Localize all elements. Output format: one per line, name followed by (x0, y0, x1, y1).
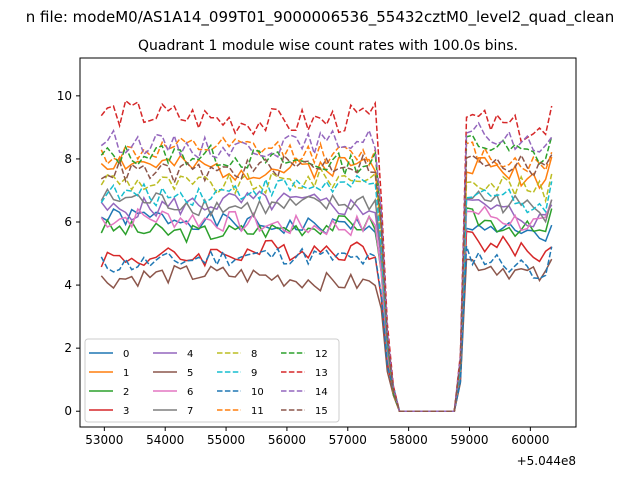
legend-label-13: 13 (315, 368, 328, 379)
legend-label-11: 11 (251, 406, 264, 417)
x-tick-label: 56000 (268, 433, 306, 447)
plot-frame (79, 57, 577, 428)
series-line-4 (100, 190, 553, 412)
legend-label-5: 5 (187, 368, 193, 379)
y-tick-label: 0 (64, 404, 72, 418)
legend-label-7: 7 (187, 406, 193, 417)
series-line-3 (100, 230, 553, 412)
y-tick-label: 6 (64, 215, 72, 229)
x-axis: 53000 54000 55000 56000 57000 58000 59000 60000 (85, 427, 549, 447)
series-line-5 (100, 258, 553, 412)
y-tick-label: 8 (64, 152, 72, 166)
series-line-1 (100, 154, 553, 412)
x-tick-label: 53000 (85, 433, 123, 447)
series-line-10 (100, 245, 553, 412)
series-line-6 (100, 199, 553, 412)
series-line-12 (100, 134, 553, 412)
legend-label-12: 12 (315, 349, 328, 360)
legend-label-3: 3 (123, 406, 129, 417)
legend-label-1: 1 (123, 368, 129, 379)
legend-label-8: 8 (251, 349, 257, 360)
series-line-15 (100, 153, 553, 412)
series-line-9 (100, 174, 553, 412)
x-tick-label: 55000 (207, 433, 245, 447)
legend-box (84, 338, 340, 423)
y-tick-label: 10 (57, 89, 72, 103)
x-tick-label: 57000 (329, 433, 367, 447)
legend-label-9: 9 (251, 368, 257, 379)
legend-label-15: 15 (315, 406, 328, 417)
chart-subtitle: Quadrant 1 module wise count rates with … (138, 38, 518, 54)
x-tick-label: 54000 (146, 433, 184, 447)
series-line-2 (100, 206, 553, 412)
series-line-8 (100, 166, 553, 412)
legend-label-14: 14 (315, 387, 328, 398)
y-tick-label: 2 (64, 341, 72, 355)
legend-label-4: 4 (187, 349, 193, 360)
x-tick-label: 60000 (511, 433, 549, 447)
x-tick-label: 59000 (450, 433, 488, 447)
legend-label-10: 10 (251, 387, 264, 398)
legend-label-6: 6 (187, 387, 193, 398)
legend-label-2: 2 (123, 387, 129, 398)
x-tick-label: 58000 (390, 433, 428, 447)
y-axis: 0 2 4 6 8 10 (57, 89, 80, 418)
legend-label-0: 0 (123, 349, 129, 360)
series-line-11 (100, 136, 553, 412)
series-line-14 (100, 121, 553, 412)
plot-lines (100, 99, 553, 412)
y-tick-label: 4 (64, 278, 72, 292)
x-offset-label: +5.044e8 (517, 454, 576, 468)
chart-title: n file: modeM0/AS1A14_099T01_9000006536_… (26, 8, 615, 27)
